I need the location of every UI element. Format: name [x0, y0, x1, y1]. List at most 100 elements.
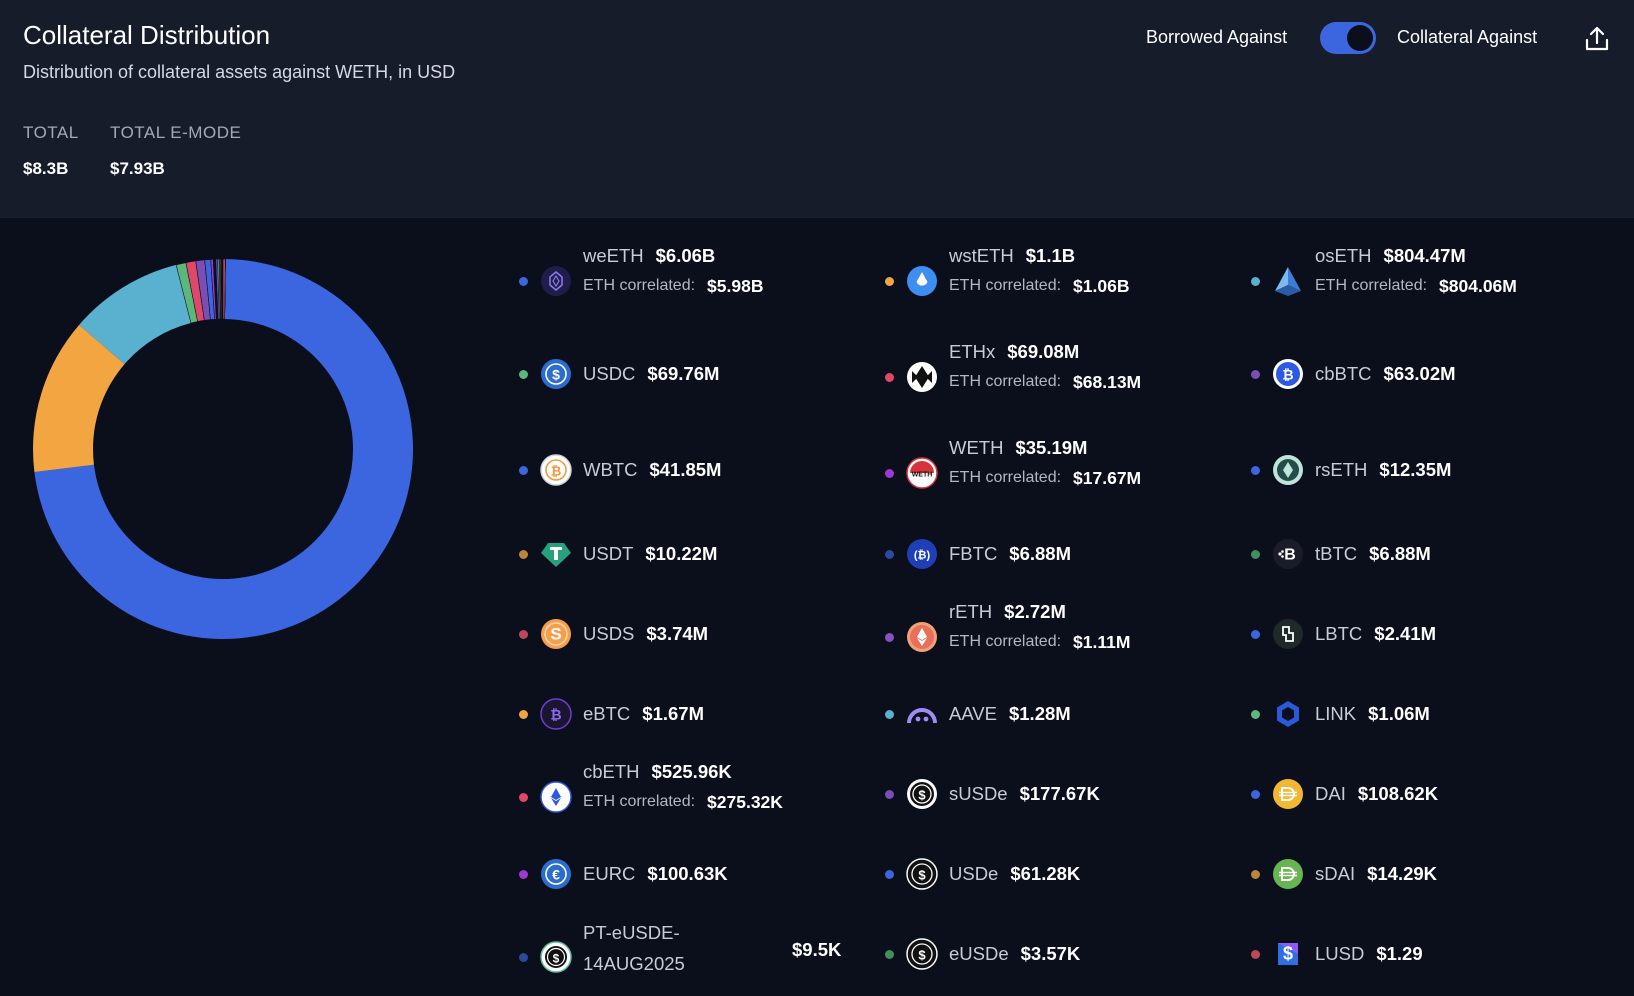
legend-item-eusde[interactable]: $ eUSDe $3.57K [876, 916, 1226, 986]
legend-item-aave[interactable]: AAVE $1.28M [876, 676, 1226, 746]
eth-correlated-value: $68.13M [1073, 372, 1142, 392]
weeth-icon [540, 265, 572, 297]
asset-value: $1.67M [642, 703, 704, 724]
donut-slice-lusd[interactable] [222, 258, 226, 320]
eth-correlated-label: ETH correlated: [949, 373, 1062, 390]
sdai-icon [1272, 858, 1304, 890]
asset-value: $1.06M [1368, 703, 1430, 724]
legend-item-cbbtc[interactable]: ₿ cbBTC $63.02M [1242, 336, 1592, 406]
view-toggle-switch[interactable] [1320, 22, 1376, 54]
legend-dot [1251, 277, 1260, 286]
legend-item-oseth[interactable]: osETH $804.47M ETH correlated: $804.06M [1242, 240, 1592, 310]
legend-item-lbtc[interactable]: LBTC $2.41M [1242, 596, 1592, 666]
asset-name: rsETH [1315, 459, 1368, 480]
eth-correlated-label: ETH correlated: [949, 469, 1062, 486]
legend-item-cbeth[interactable]: cbETH $525.96K ETH correlated: $275.32K [510, 756, 860, 826]
total-emode-label: TOTAL E-MODE [110, 123, 242, 142]
legend-dot [519, 466, 528, 475]
aave-icon [906, 698, 938, 730]
asset-value: $1.1B [1025, 245, 1076, 266]
lbtc-icon [1272, 618, 1304, 650]
borrowed-against-label[interactable]: Borrowed Against [1146, 27, 1288, 47]
usds-icon: S [540, 618, 572, 650]
legend-dot [519, 793, 528, 802]
legend-dot [519, 710, 528, 719]
asset-name: FBTC [949, 543, 998, 564]
tbtc-icon: B [1272, 538, 1304, 570]
legend-item-weth[interactable]: WETH WETH $35.19M ETH correlated: $17.67M [876, 432, 1226, 502]
legend-item-reth[interactable]: rETH $2.72M ETH correlated: $1.11M [876, 596, 1226, 666]
donut-slice-oseth[interactable] [79, 264, 191, 365]
legend-item-link[interactable]: LINK $1.06M [1242, 676, 1592, 746]
legend-dot [1251, 630, 1260, 639]
svg-text:(₿): (₿) [914, 550, 931, 562]
asset-name: WETH [949, 437, 1004, 458]
legend-dot [1251, 870, 1260, 879]
legend-dot [885, 550, 894, 559]
asset-name: osETH [1315, 245, 1372, 266]
eth-correlated-value: $275.32K [707, 792, 783, 812]
collateral-against-label[interactable]: Collateral Against [1397, 27, 1538, 47]
total-emode-value: $7.93B [110, 159, 165, 178]
legend-item-ethx[interactable]: ETHx $69.08M ETH correlated: $68.13M [876, 336, 1226, 406]
legend-dot [519, 630, 528, 639]
asset-name: AAVE [949, 703, 997, 724]
asset-name: USDT [583, 543, 634, 564]
legend-item-wsteth[interactable]: wstETH $1.1B ETH correlated: $1.06B [876, 240, 1226, 310]
legend-item-pt-eusde-14aug2025[interactable]: $ PT-eUSDE- 14AUG2025 $9.5K [510, 916, 860, 986]
svg-text:S: S [550, 625, 561, 644]
asset-name: wstETH [949, 245, 1014, 266]
eth-correlated-label: ETH correlated: [949, 277, 1062, 294]
ethx-icon [906, 361, 938, 393]
asset-value: $69.76M [647, 363, 720, 384]
asset-value: $6.88M [1009, 543, 1072, 564]
lusd-icon: $ [1272, 938, 1304, 970]
legend-dot [519, 277, 528, 286]
asset-name: cbETH [583, 761, 640, 782]
usde-icon: $ [906, 858, 938, 890]
asset-name-line1: PT-eUSDE- [583, 922, 680, 943]
svg-text:WETH: WETH [912, 472, 933, 479]
reth-icon [906, 621, 938, 653]
donut-slice-weeth[interactable] [34, 259, 414, 639]
asset-value: $10.22M [645, 543, 718, 564]
donut-slice-wsteth[interactable] [33, 324, 125, 473]
asset-name: sDAI [1315, 863, 1356, 884]
legend-item-usdt[interactable]: USDT $10.22M [510, 516, 860, 586]
legend-item-dai[interactable]: DAI $108.62K [1242, 756, 1592, 826]
legend-item-weeth[interactable]: weETH $6.06B ETH correlated: $5.98B [510, 240, 860, 310]
legend-item-fbtc[interactable]: (₿) FBTC $6.88M [876, 516, 1226, 586]
eth-correlated-value: $17.67M [1073, 468, 1142, 488]
legend-dot [1251, 710, 1260, 719]
legend-item-usdc[interactable]: $ USDC $69.76M [510, 336, 860, 406]
wsteth-icon [906, 265, 938, 297]
weth-icon: WETH [906, 457, 938, 489]
asset-name: eUSDe [949, 943, 1009, 964]
legend-item-susde[interactable]: $ sUSDe $177.67K [876, 756, 1226, 826]
legend-item-lusd[interactable]: $ LUSD $1.29 [1242, 916, 1592, 986]
export-button[interactable] [1582, 24, 1612, 54]
legend-dot [1251, 550, 1260, 559]
donut-slice-weth[interactable] [210, 258, 217, 320]
eth-correlated-label: ETH correlated: [583, 277, 696, 294]
legend-item-ebtc[interactable]: ₿ eBTC $1.67M [510, 676, 860, 746]
asset-value: $1.28M [1008, 703, 1071, 724]
legend-item-usds[interactable]: S USDS $3.74M [510, 596, 860, 666]
asset-value: $14.29K [1367, 863, 1438, 884]
eth-correlated-value: $1.06B [1073, 276, 1130, 296]
legend-dot [1251, 950, 1260, 959]
upload-share-icon [1585, 26, 1609, 51]
svg-text:€: € [552, 867, 560, 883]
eth-correlated-label: ETH correlated: [1315, 277, 1428, 294]
legend-dot [519, 370, 528, 379]
collateral-donut-chart[interactable] [32, 258, 414, 640]
legend-item-sdai[interactable]: sDAI $14.29K [1242, 836, 1592, 906]
toggle-knob [1347, 25, 1373, 51]
legend-dot [885, 790, 894, 799]
cbeth-icon [540, 781, 572, 813]
legend-item-wbtc[interactable]: ₿ WBTC $41.85M [510, 432, 860, 502]
legend-item-rseth[interactable]: rsETH $12.35M [1242, 432, 1592, 502]
legend-item-eurc[interactable]: € EURC $100.63K [510, 836, 860, 906]
legend-item-usde[interactable]: $ USDe $61.28K [876, 836, 1226, 906]
